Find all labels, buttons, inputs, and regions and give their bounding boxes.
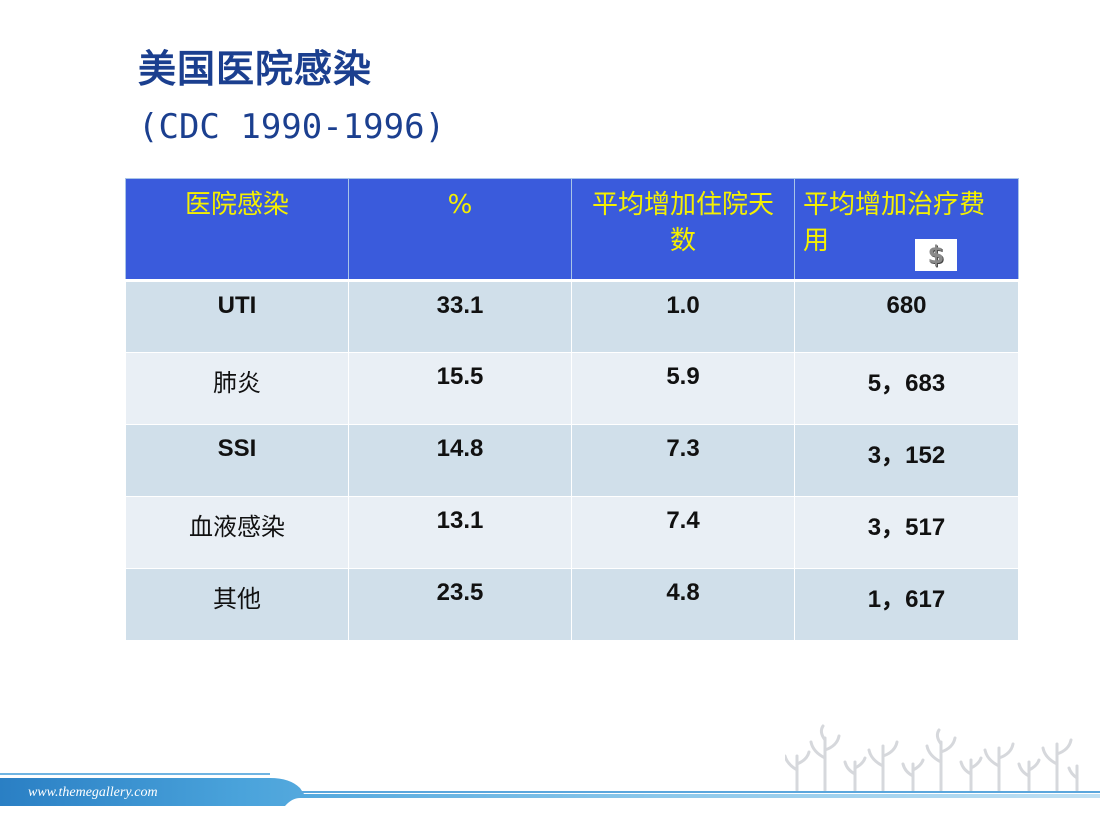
cell-cost: 3，517 xyxy=(794,496,1019,569)
header-extra-cost-label: 平均增加治疗费用 xyxy=(803,190,986,256)
cell-cost: 1，617 xyxy=(794,568,1019,641)
header-infection: 医院感染 xyxy=(125,178,349,282)
table-header-row: 医院感染 % 平均增加住院天数 平均增加治疗费用 $ xyxy=(125,178,1019,282)
cell-percent: 14.8 xyxy=(348,424,572,497)
cell-cost: 5，683 xyxy=(794,352,1019,425)
cell-infection: UTI xyxy=(125,280,349,353)
cell-percent: 23.5 xyxy=(348,568,572,641)
cell-days: 5.9 xyxy=(571,352,795,425)
cell-days: 7.4 xyxy=(571,496,795,569)
header-percent: % xyxy=(348,178,572,282)
cell-infection: SSI xyxy=(125,424,349,497)
title-line-1: 美国医院感染 xyxy=(138,47,373,91)
cell-percent: 33.1 xyxy=(348,280,572,353)
infection-table: 医院感染 % 平均增加住院天数 平均增加治疗费用 $ UTI 33.1 1.0 … xyxy=(125,178,1019,641)
cell-days: 7.3 xyxy=(571,424,795,497)
cell-days: 4.8 xyxy=(571,568,795,641)
dollar-icon: $ xyxy=(915,239,957,271)
header-extra-cost: 平均增加治疗费用 $ xyxy=(794,178,1019,282)
header-extra-days: 平均增加住院天数 xyxy=(571,178,795,282)
footer-band xyxy=(0,773,1100,806)
table-row: SSI 14.8 7.3 3，152 xyxy=(125,424,1019,497)
table-row: UTI 33.1 1.0 680 xyxy=(125,280,1019,353)
table-row: 血液感染 13.1 7.4 3，517 xyxy=(125,496,1019,569)
sprouts-decoration xyxy=(785,724,1079,792)
cell-infection: 肺炎 xyxy=(125,352,349,425)
dollar-glyph: $ xyxy=(927,241,945,269)
cell-cost: 3，152 xyxy=(794,424,1019,497)
title-line-2: (CDC 1990-1996) xyxy=(138,107,446,147)
cell-days: 1.0 xyxy=(571,280,795,353)
footer-url: www.themegallery.com xyxy=(28,785,158,800)
cell-percent: 15.5 xyxy=(348,352,572,425)
table-row: 其他 23.5 4.8 1，617 xyxy=(125,568,1019,641)
slide-title: 美国医院感染 (CDC 1990-1996) xyxy=(138,50,445,144)
cell-cost: 680 xyxy=(794,280,1019,353)
cell-percent: 13.1 xyxy=(348,496,572,569)
cell-infection: 其他 xyxy=(125,568,349,641)
cell-infection: 血液感染 xyxy=(125,496,349,569)
table-row: 肺炎 15.5 5.9 5，683 xyxy=(125,352,1019,425)
